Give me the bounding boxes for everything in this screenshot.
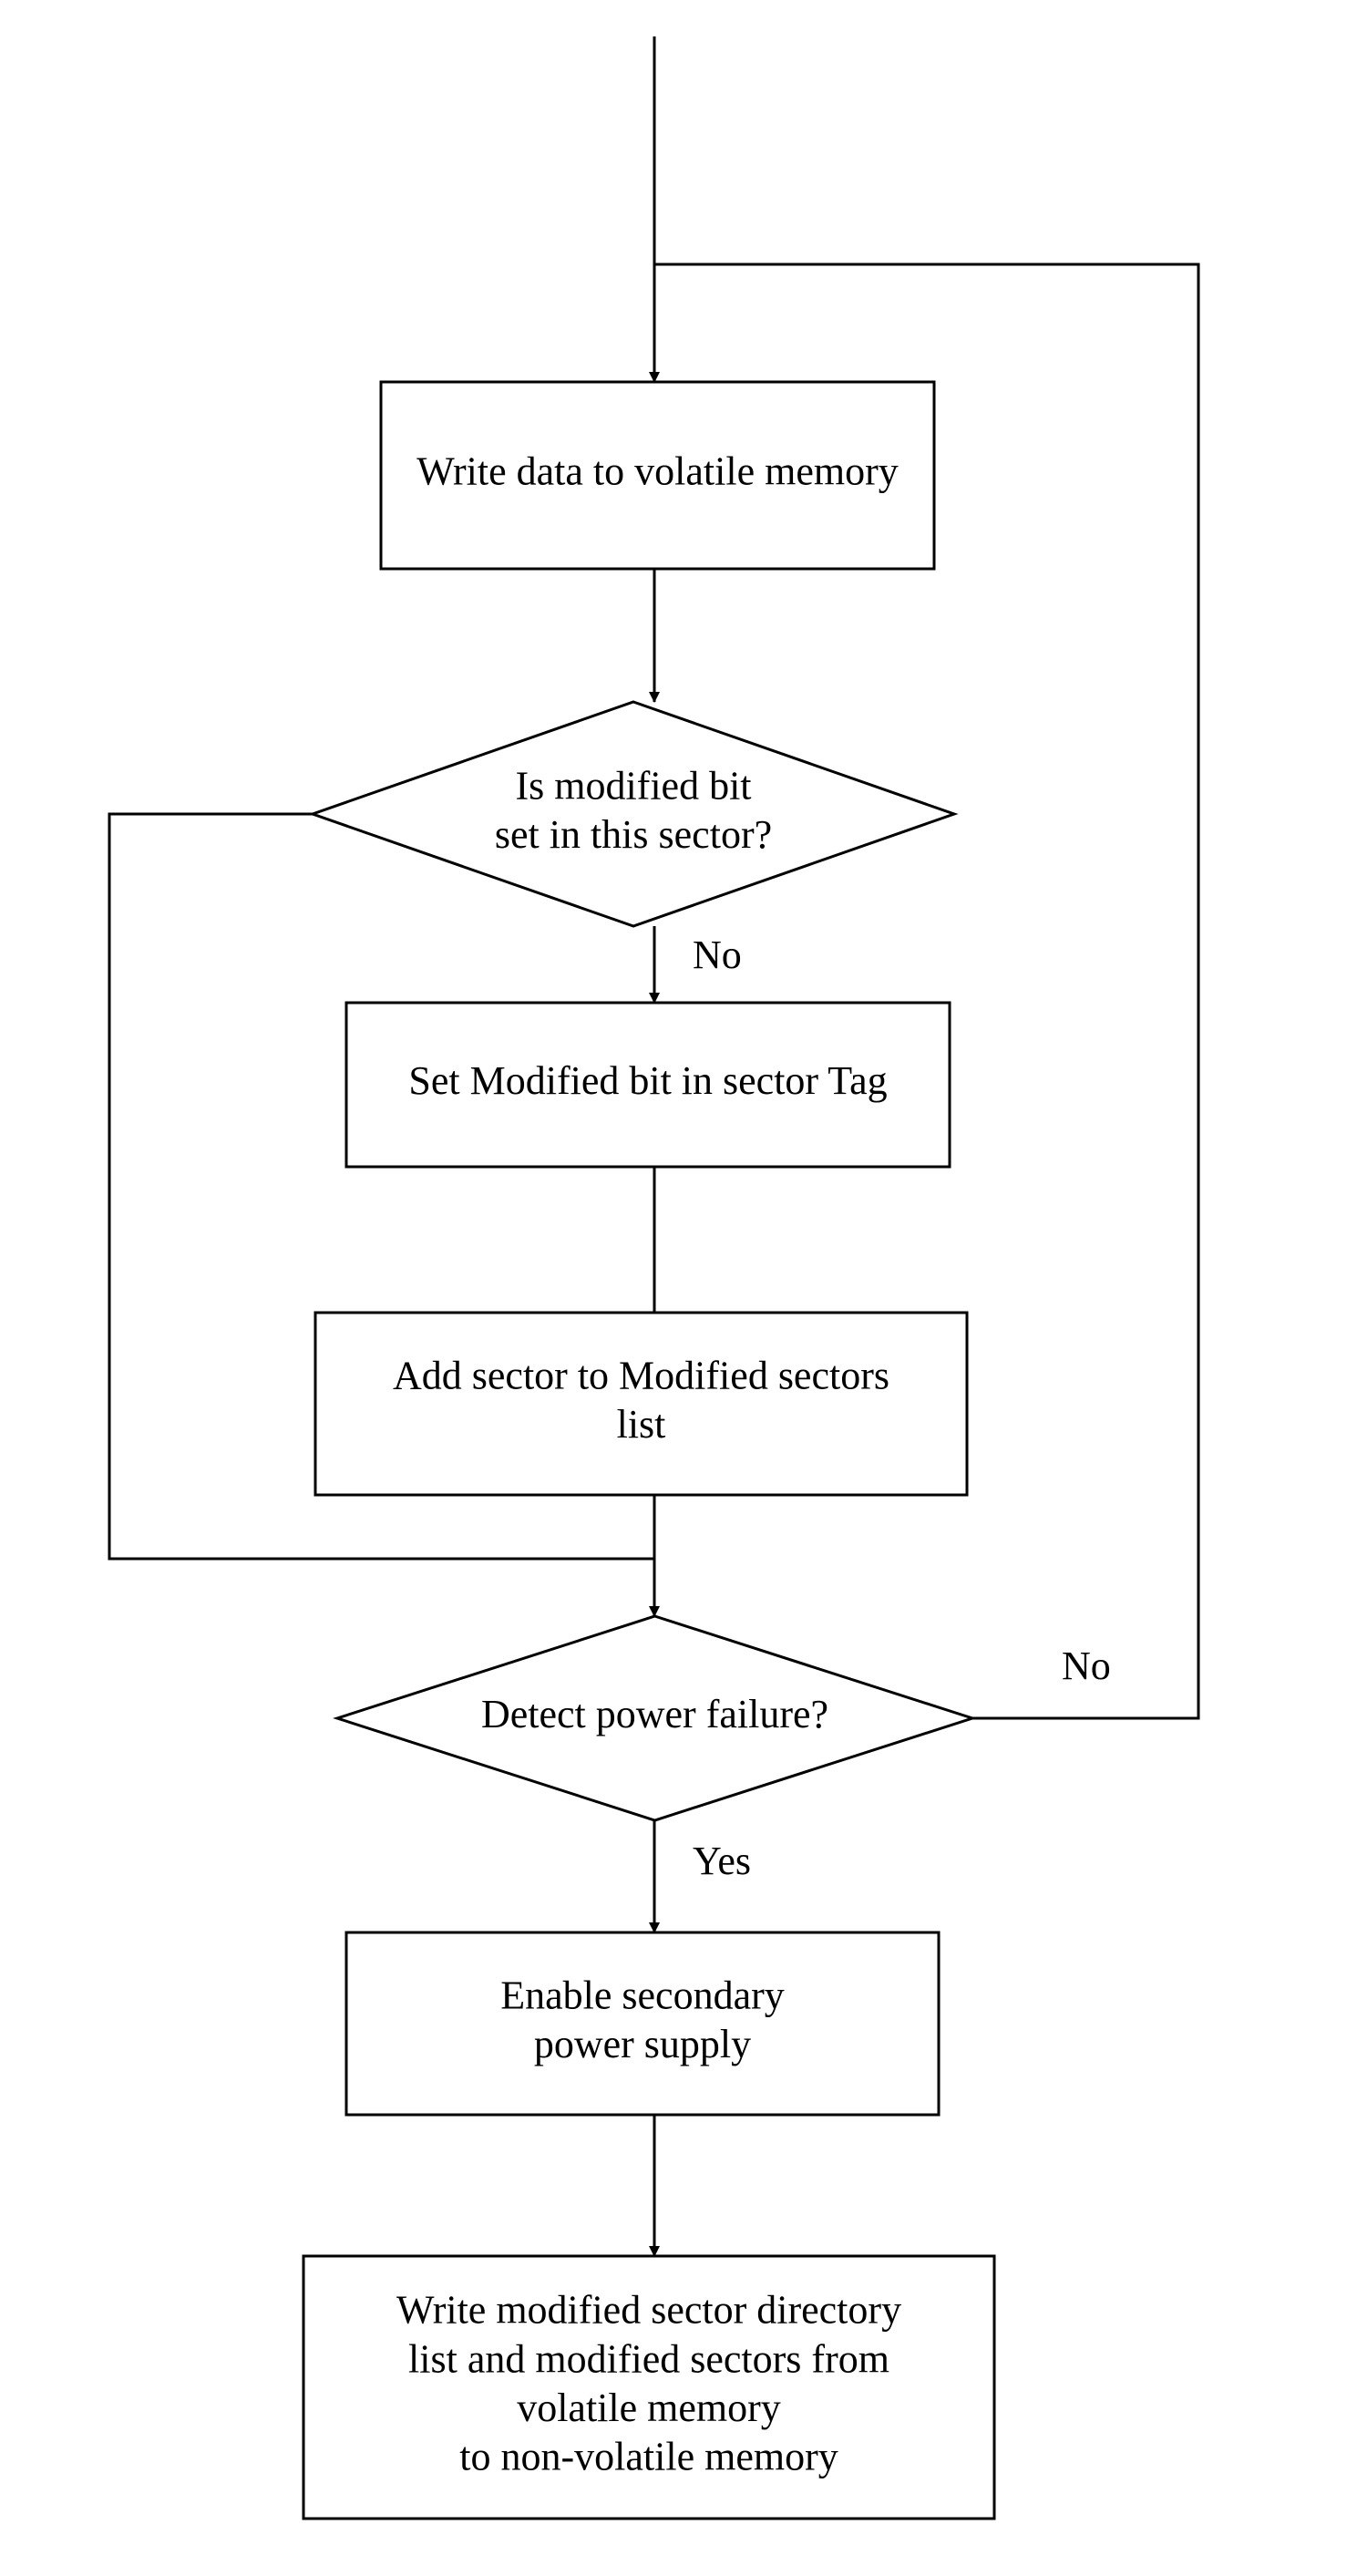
node-n7: Write modified sector directorylist and … xyxy=(303,2256,994,2519)
edge-label-e5_yes: Yes xyxy=(693,1839,751,1883)
edge-label-e5_no_right: No xyxy=(1062,1643,1111,1688)
node-n3: Set Modified bit in sector Tag xyxy=(346,1003,950,1167)
node-label-n4-line1: list xyxy=(617,1402,666,1447)
node-label-n3-line0: Set Modified bit in sector Tag xyxy=(408,1058,887,1103)
node-label-n7-line1: list and modified sectors from xyxy=(408,2336,889,2381)
node-n2: Is modified bitset in this sector? xyxy=(313,702,954,926)
node-label-n2-line0: Is modified bit xyxy=(515,763,751,808)
node-label-n6-line1: power supply xyxy=(534,2022,751,2066)
node-n1: Write data to volatile memory xyxy=(381,382,934,569)
node-label-n7-line0: Write modified sector directory xyxy=(396,2288,901,2333)
node-n6: Enable secondary power supply xyxy=(346,1932,939,2115)
node-label-n7-line2: volatile memory xyxy=(517,2385,781,2430)
node-label-n2-line1: set in this sector? xyxy=(495,812,772,857)
node-n4: Add sector to Modified sectors list xyxy=(315,1313,967,1495)
flowchart-canvas: No Yes No Write data to volatile memory Is m… xyxy=(0,0,1357,2576)
node-label-n4-line0: Add sector to Modified sectors xyxy=(393,1353,889,1397)
node-label-n6-line0: Enable secondary xyxy=(500,1973,785,2017)
node-label-n7-line3: to non-volatile memory xyxy=(459,2435,838,2479)
node-label-n5-line0: Detect power failure? xyxy=(481,1692,828,1736)
node-label-n1-line0: Write data to volatile memory xyxy=(416,449,899,494)
edge-label-e2_no: No xyxy=(693,933,742,977)
node-n5: Detect power failure? xyxy=(337,1616,972,1820)
